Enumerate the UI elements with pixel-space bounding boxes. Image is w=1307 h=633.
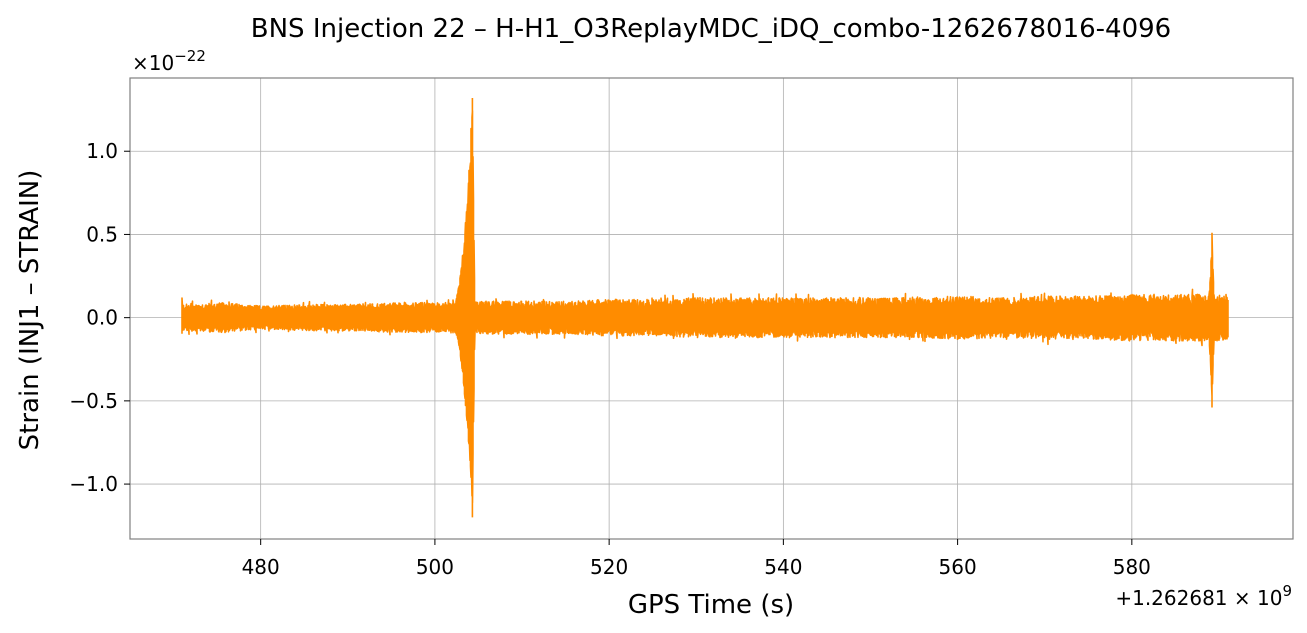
x-tick-label: 480 (242, 555, 280, 579)
y-axis-label: Strain (INJ1 – STRAIN) (15, 170, 45, 451)
y-tick-label: 0.5 (86, 222, 118, 246)
y-tick-label: 0.0 (86, 306, 118, 330)
y-tick-label: 1.0 (86, 139, 118, 163)
x-tick-label: 560 (939, 555, 977, 579)
plot-frame (129, 77, 1294, 540)
x-tick-label: 540 (764, 555, 802, 579)
x-offset-base: +1.262681 × 10 (1115, 586, 1282, 610)
y-scale-base: ×10 (132, 51, 174, 75)
x-offset-exponent: 9 (1282, 582, 1292, 600)
x-tick-label: 500 (416, 555, 454, 579)
strain-series-line (181, 98, 1229, 518)
y-scale-multiplier: ×10−22 (132, 47, 206, 75)
x-tick-label: 580 (1113, 555, 1151, 579)
x-offset-label: +1.262681 × 109 (1115, 582, 1292, 610)
x-axis-label: GPS Time (s) (628, 590, 794, 620)
y-scale-exponent: −22 (174, 47, 206, 65)
y-tick-label: −0.5 (69, 389, 118, 413)
strain-series (181, 98, 1229, 518)
y-tick-label: −1.0 (69, 472, 118, 496)
x-tick-label: 520 (590, 555, 628, 579)
chart-title: BNS Injection 22 – H-H1_O3ReplayMDC_iDQ_… (251, 14, 1171, 44)
axis-ticks: 480 500 520 540 560 580 −1.0 −0.5 0.0 0.5 1.0 (69, 139, 1151, 579)
